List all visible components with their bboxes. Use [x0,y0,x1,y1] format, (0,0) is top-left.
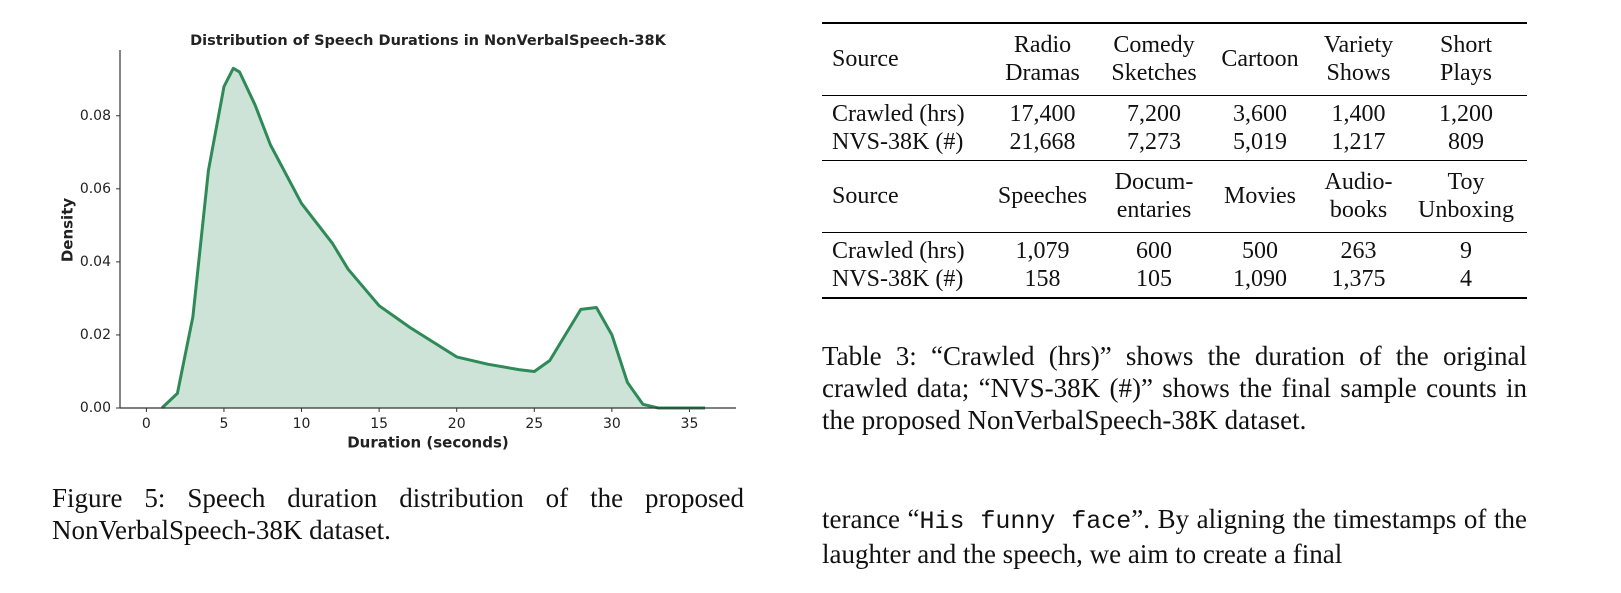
table-caption: Table 3: “Crawled (hrs)” shows the durat… [822,341,1527,435]
table-cell: Crawled (hrs) [832,100,965,127]
header-line: Unboxing [1418,197,1514,223]
header-cell: Cartoon [1208,23,1312,95]
header-line: Shows [1326,60,1391,87]
header-line: Radio [1013,32,1072,59]
header-cell: Source [822,160,985,232]
x-tick-label: 35 [681,416,699,432]
header-line: Comedy [1113,32,1195,59]
table-cell: NVS-38K (#) [832,128,964,155]
header-line: Dramas [1005,60,1080,87]
table-cell: 9 [1460,237,1472,264]
header-cell: Toy Unboxing [1405,160,1527,232]
header-cell: Variety Shows [1312,23,1405,95]
data-table: Source Radio Dramas Comedy Sketches Cartoon Va… [822,22,1527,299]
table-cell: 809 [1448,128,1484,155]
header-row: Source Radio Dramas Comedy Sketches Cartoon Va… [822,23,1527,95]
y-axis-label: Density [59,198,77,263]
x-tick-label: 25 [525,416,543,432]
table-cell: 263 [1340,237,1377,264]
table-cell: Crawled (hrs) [832,237,965,264]
table-cell: 1,375 [1331,265,1386,292]
data-row: NVS-38K (#) 158 105 1,090 1,375 4 [822,265,1527,298]
header-line: books [1329,197,1388,223]
header-line: Audio- [1324,169,1393,195]
x-tick-label: 30 [603,416,621,432]
text: ”. By aligning the timestamps of the lau… [822,504,1527,569]
density-area [161,68,705,409]
y-tick-label: 0.00 [80,400,111,416]
data-row: Crawled (hrs) 17,400 7,200 3,600 1,400 1,200 [822,95,1527,128]
header-line: Source [832,46,899,73]
x-tick-label: 0 [142,416,151,432]
header-row: Source Speeches Docum-entaries Movies Audio-… [822,160,1527,232]
header-line: Short [1439,32,1492,59]
chart-title: Distribution of Speech Durations in NonV… [190,33,666,49]
table-cell: 7,273 [1127,128,1181,155]
table-cell: 1,400 [1331,100,1386,127]
y-tick-label: 0.08 [80,108,111,124]
table-cell: 600 [1136,237,1172,264]
x-axis-label: Duration (seconds) [347,434,509,452]
header-line: Sketches [1111,60,1197,87]
header-line: entaries [1116,197,1192,223]
density-line [160,66,705,410]
text: terance “ [822,504,920,534]
header-line: Speeches [997,183,1088,209]
body-text: terance “His funny face”. By aligning th… [822,503,1527,570]
header-line: Toy [1447,169,1485,195]
header-line: Variety [1323,32,1394,59]
header-line: Docum- [1114,169,1194,195]
data-row: Crawled (hrs) 1,079 600 500 263 9 [822,232,1527,265]
table-cell: 1,090 [1233,265,1287,292]
header-cell: Radio Dramas [985,23,1100,95]
table-cell: 1,217 [1331,128,1386,155]
table-cell: NVS-38K (#) [832,265,964,292]
header-cell: Audio-books [1312,160,1405,232]
x-tick-label: 15 [370,416,388,432]
y-tick-label: 0.02 [80,327,111,343]
table-cell: 105 [1136,265,1172,292]
header-cell: Source [822,23,985,95]
y-tick-label: 0.06 [80,181,111,197]
table-cell: 7,200 [1127,100,1181,127]
data-row: NVS-38K (#) 21,668 7,273 5,019 1,217 809 [822,128,1527,161]
header-line: Source [832,183,899,209]
chart: Distribution of Speech Durations in NonV… [59,33,736,452]
figure-caption: Figure 5: Speech duration distribution o… [52,483,744,545]
table-cell: 5,019 [1233,128,1287,155]
header-cell: Speeches [985,160,1100,232]
y-tick-label: 0.04 [80,254,111,270]
header-cell: Short Plays [1405,23,1527,95]
header-cell: Comedy Sketches [1100,23,1208,95]
table-cell: 1,079 [1015,237,1070,264]
table-cell: 500 [1242,237,1278,264]
header-cell: Movies [1208,160,1312,232]
table-cell: 3,600 [1233,100,1287,127]
header-line: Plays [1439,60,1492,87]
header-cell: Docum-entaries [1100,160,1208,232]
header-line: Movies [1224,183,1296,209]
code-text: His funny face [919,507,1132,536]
x-tick-label: 10 [293,416,311,432]
header-line: Cartoon [1221,46,1299,73]
table-cell: 1,200 [1439,100,1493,127]
table-cell: 17,400 [1009,100,1076,127]
table-cell: 4 [1460,265,1472,292]
table-cell: 158 [1024,265,1061,292]
x-tick-label: 20 [448,416,466,432]
x-tick-label: 5 [219,416,228,432]
table-cell: 21,668 [1009,128,1076,155]
